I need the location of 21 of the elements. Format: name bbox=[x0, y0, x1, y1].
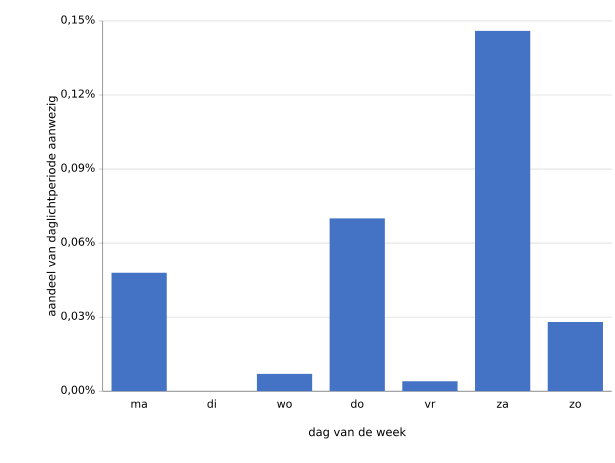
x-tick-label: za bbox=[496, 402, 508, 408]
y-axis-title: aandeel van daglichtperiode aanwezig bbox=[46, 96, 58, 316]
bar bbox=[475, 30, 530, 392]
y-tick-label: 0,09% bbox=[61, 164, 95, 173]
x-tick-label: zo bbox=[570, 402, 581, 408]
bar bbox=[256, 374, 312, 392]
bar bbox=[548, 322, 603, 392]
bar bbox=[112, 272, 167, 392]
x-tick-label: ma bbox=[131, 402, 147, 408]
y-tick-label: 0,03% bbox=[61, 312, 95, 321]
y-tick-label: 0,15% bbox=[61, 15, 95, 25]
y-tick-label: 0,00% bbox=[61, 386, 95, 395]
x-tick-label: di bbox=[207, 399, 216, 408]
x-tick-label: do bbox=[351, 399, 364, 408]
y-tick-label: 0,12% bbox=[61, 89, 95, 99]
bar bbox=[330, 218, 385, 392]
x-tick-label: wo bbox=[277, 402, 292, 408]
y-tick-label: 0,06% bbox=[61, 238, 95, 247]
bar bbox=[402, 381, 458, 392]
x-tick-label: vr bbox=[424, 402, 436, 408]
x-axis-title: dag van de week bbox=[308, 427, 406, 438]
